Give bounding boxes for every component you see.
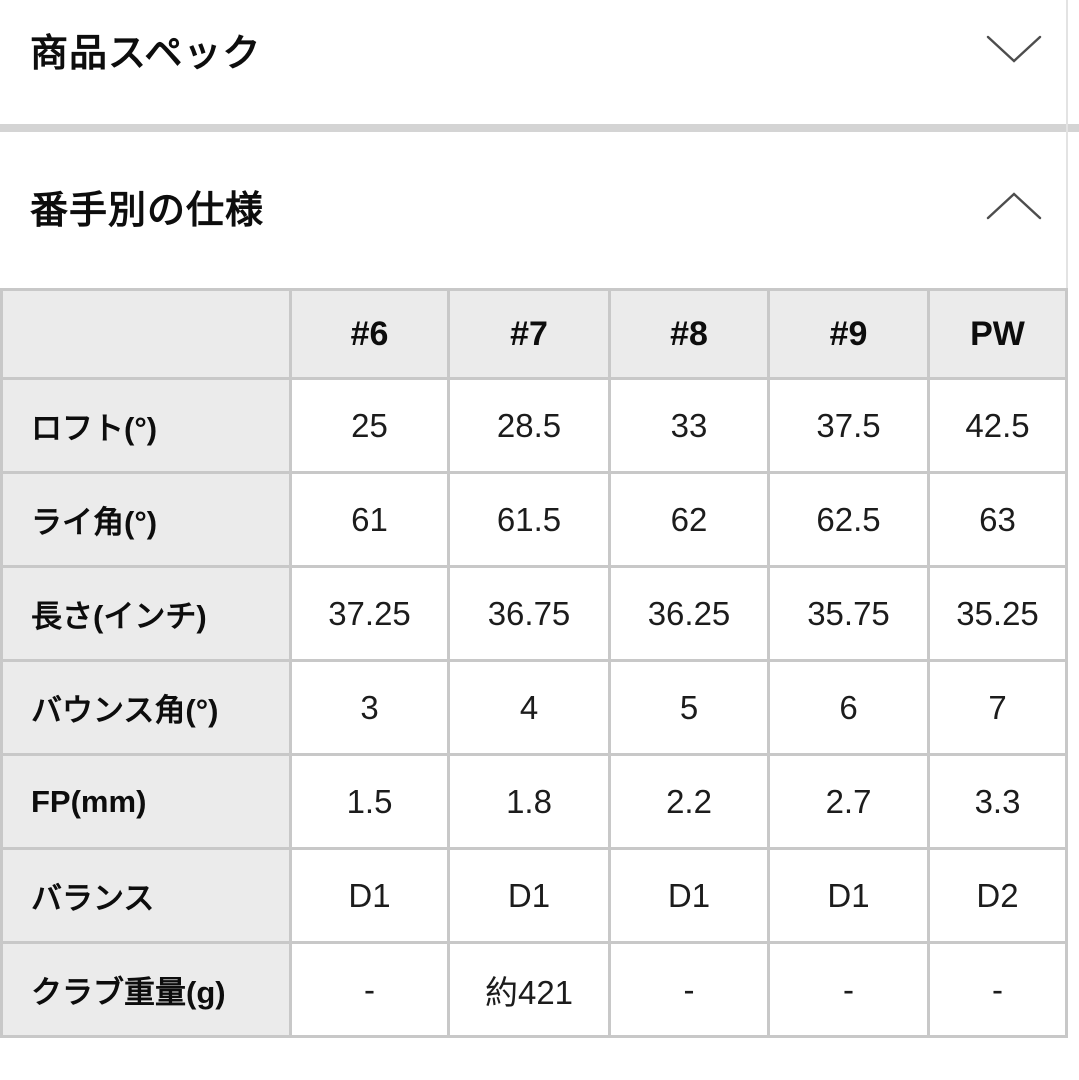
table-cell: 1.8 <box>447 753 611 850</box>
table-row-balance: バランス D1 D1 D1 D1 D2 <box>0 847 1068 944</box>
table-cell: 42.5 <box>927 377 1068 474</box>
table-cell: D2 <box>927 847 1068 944</box>
row-label: バランス <box>0 847 292 944</box>
section-title-spec-by-number: 番手別の仕様 <box>30 189 265 232</box>
table-cell: 61 <box>289 471 450 568</box>
table-cell: 62 <box>608 471 770 568</box>
row-label: ライ角(°) <box>0 471 292 568</box>
table-cell: 36.75 <box>447 565 611 662</box>
table-cell: - <box>927 941 1068 1038</box>
table-row-loft: ロフト(°) 25 28.5 33 37.5 42.5 <box>0 377 1068 474</box>
table-cell: 37.25 <box>289 565 450 662</box>
table-cell: 28.5 <box>447 377 611 474</box>
table-cell: 3 <box>289 659 450 756</box>
table-cell: 63 <box>927 471 1068 568</box>
table-cell: D1 <box>289 847 450 944</box>
table-cell: 約421 <box>447 941 611 1038</box>
row-label: 長さ(インチ) <box>0 565 292 662</box>
content-edge-line <box>1066 0 1068 288</box>
column-header-6: #6 <box>289 288 450 380</box>
row-label: FP(mm) <box>0 753 292 850</box>
row-label: ロフト(°) <box>0 377 292 474</box>
table-cell: 6 <box>767 659 930 756</box>
chevron-down-icon[interactable] <box>986 34 1042 64</box>
table-cell: D1 <box>608 847 770 944</box>
table-cell: 35.25 <box>927 565 1068 662</box>
table-cell: - <box>289 941 450 1038</box>
table-cell: D1 <box>447 847 611 944</box>
column-header-8: #8 <box>608 288 770 380</box>
table-cell: 25 <box>289 377 450 474</box>
table-cell: 2.2 <box>608 753 770 850</box>
table-cell: 5 <box>608 659 770 756</box>
column-header-9: #9 <box>767 288 930 380</box>
spec-table: #6 #7 #8 #9 PW ロフト(°) 25 28.5 33 37.5 42… <box>0 288 1068 1038</box>
table-cell: 33 <box>608 377 770 474</box>
row-label: バウンス角(°) <box>0 659 292 756</box>
table-cell: 7 <box>927 659 1068 756</box>
table-cell: 62.5 <box>767 471 930 568</box>
table-row-bounce-angle: バウンス角(°) 3 4 5 6 7 <box>0 659 1068 756</box>
column-header-7: #7 <box>447 288 611 380</box>
table-cell: 61.5 <box>447 471 611 568</box>
table-cell: - <box>608 941 770 1038</box>
table-cell: 37.5 <box>767 377 930 474</box>
section-title-product-spec: 商品スペック <box>30 32 262 75</box>
table-cell: - <box>767 941 930 1038</box>
table-cell: 1.5 <box>289 753 450 850</box>
accordion-product-spec[interactable]: 商品スペック <box>0 0 1079 124</box>
accordion-spec-by-number[interactable]: 番手別の仕様 <box>0 132 1079 288</box>
table-cell: 35.75 <box>767 565 930 662</box>
table-row-length: 長さ(インチ) 37.25 36.75 36.25 35.75 35.25 <box>0 565 1068 662</box>
row-label: クラブ重量(g) <box>0 941 292 1038</box>
table-cell: 4 <box>447 659 611 756</box>
table-cell: 2.7 <box>767 753 930 850</box>
column-header-pw: PW <box>927 288 1068 380</box>
table-row-club-weight: クラブ重量(g) - 約421 - - - <box>0 941 1068 1038</box>
section-divider <box>0 124 1079 132</box>
table-header-row: #6 #7 #8 #9 PW <box>0 288 1068 380</box>
chevron-up-icon[interactable] <box>986 191 1042 221</box>
table-cell: 3.3 <box>927 753 1068 850</box>
table-cell: 36.25 <box>608 565 770 662</box>
corner-cell <box>0 288 292 380</box>
table-row-fp: FP(mm) 1.5 1.8 2.2 2.7 3.3 <box>0 753 1068 850</box>
table-cell: D1 <box>767 847 930 944</box>
table-row-lie-angle: ライ角(°) 61 61.5 62 62.5 63 <box>0 471 1068 568</box>
